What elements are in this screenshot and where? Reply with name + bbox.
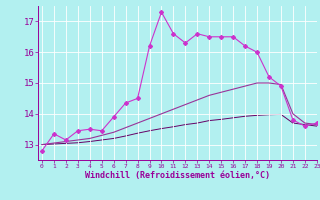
X-axis label: Windchill (Refroidissement éolien,°C): Windchill (Refroidissement éolien,°C) (85, 171, 270, 180)
